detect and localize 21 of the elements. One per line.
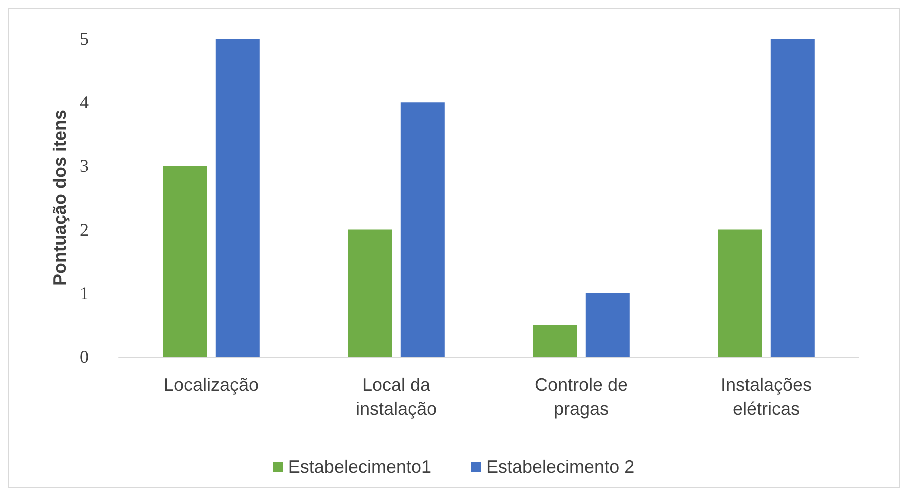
x-tick-label: Local da instalação	[356, 375, 438, 419]
y-tick-label: 1	[80, 283, 89, 304]
y-tick-label: 0	[80, 347, 89, 367]
x-tick-label: Controle de pragas	[534, 375, 628, 419]
bar	[163, 166, 208, 357]
x-tick-label: Instalações elétricas	[720, 375, 812, 419]
x-tick-label: Localização	[164, 375, 260, 395]
y-tick-label: 5	[80, 29, 89, 49]
y-tick-label: 4	[80, 92, 89, 113]
y-axis-title: Pontuação dos itens	[50, 110, 70, 286]
legend-label: Estabelecimento 2	[486, 457, 635, 477]
bar	[216, 39, 260, 357]
bar	[400, 102, 445, 357]
bar	[348, 230, 392, 357]
legend-label: Estabelecimento1	[288, 457, 432, 477]
bar	[586, 293, 630, 357]
bar	[718, 230, 762, 357]
bar	[533, 325, 578, 357]
y-tick-label: 2	[80, 220, 89, 240]
y-tick-label: 3	[80, 156, 89, 176]
bar	[770, 39, 815, 357]
